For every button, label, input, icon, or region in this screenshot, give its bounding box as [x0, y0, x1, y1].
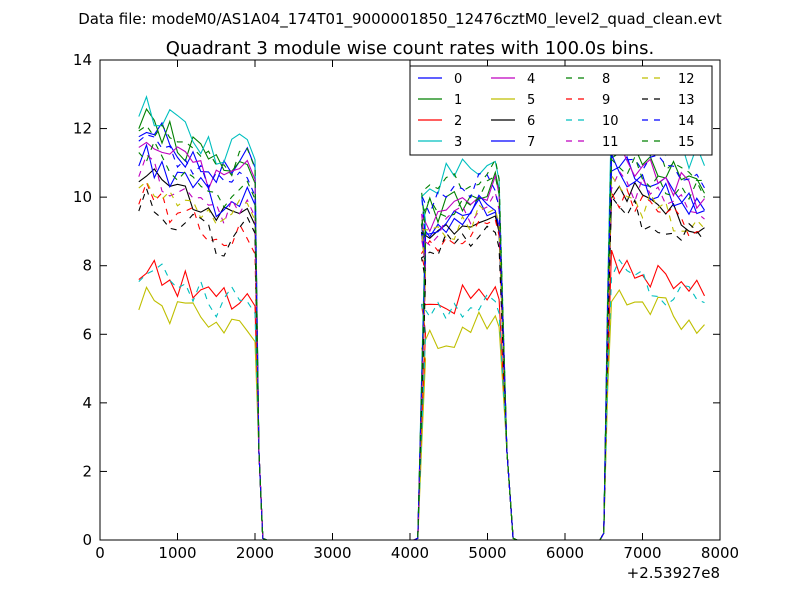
- legend-label-10: 10: [602, 114, 619, 129]
- plot-lines: [138, 95, 706, 541]
- legend-label-15: 15: [678, 135, 695, 150]
- legend-label-13: 13: [678, 93, 695, 108]
- y-tick-label: 0: [82, 531, 92, 549]
- y-tick-label: 6: [82, 325, 92, 343]
- x-tick-label: 6000: [546, 544, 584, 562]
- legend-label-5: 5: [527, 93, 535, 108]
- legend-label-12: 12: [678, 72, 695, 87]
- x-tick-label: 8000: [701, 544, 739, 562]
- y-tick-label: 4: [82, 394, 92, 412]
- y-tick-label: 12: [73, 120, 92, 138]
- chart-suptitle: Data file: modeM0/AS1A04_174T01_90000018…: [78, 10, 722, 29]
- legend-label-4: 4: [527, 72, 535, 87]
- series-line-10: [138, 258, 705, 541]
- legend-label-9: 9: [602, 93, 610, 108]
- x-tick-label: 3000: [313, 544, 351, 562]
- y-tick-label: 14: [73, 51, 92, 69]
- chart-title: Quadrant 3 module wise count rates with …: [166, 38, 655, 59]
- x-tick-label: 0: [95, 544, 105, 562]
- series-line-15: [138, 140, 705, 541]
- legend-label-11: 11: [602, 135, 619, 150]
- legend-label-7: 7: [527, 135, 535, 150]
- series-line-5: [138, 285, 705, 541]
- legend-label-0: 0: [454, 72, 462, 87]
- legend-label-8: 8: [602, 72, 610, 87]
- y-tick-label: 10: [73, 188, 92, 206]
- series-line-11: [138, 153, 705, 541]
- series-line-12: [138, 173, 705, 541]
- x-axis-offset-label: +2.53927e8: [627, 564, 720, 582]
- x-axis-ticks: 0 1000 2000 3000 4000 5000 6000 7000 8000: [95, 60, 739, 562]
- legend-label-14: 14: [678, 114, 695, 129]
- x-tick-label: 4000: [391, 544, 429, 562]
- legend-label-3: 3: [454, 135, 462, 150]
- legend-box: [409, 65, 713, 156]
- x-tick-label: 1000: [158, 544, 196, 562]
- x-tick-label: 7000: [623, 544, 661, 562]
- y-tick-label: 8: [82, 257, 92, 275]
- legend-label-6: 6: [527, 114, 535, 129]
- legend-label-2: 2: [454, 114, 462, 129]
- series-line-9: [138, 180, 705, 541]
- series-line-2: [138, 249, 705, 541]
- x-tick-label: 5000: [468, 544, 506, 562]
- x-tick-label: 2000: [236, 544, 274, 562]
- legend-label-1: 1: [454, 93, 462, 108]
- y-tick-label: 2: [82, 462, 92, 480]
